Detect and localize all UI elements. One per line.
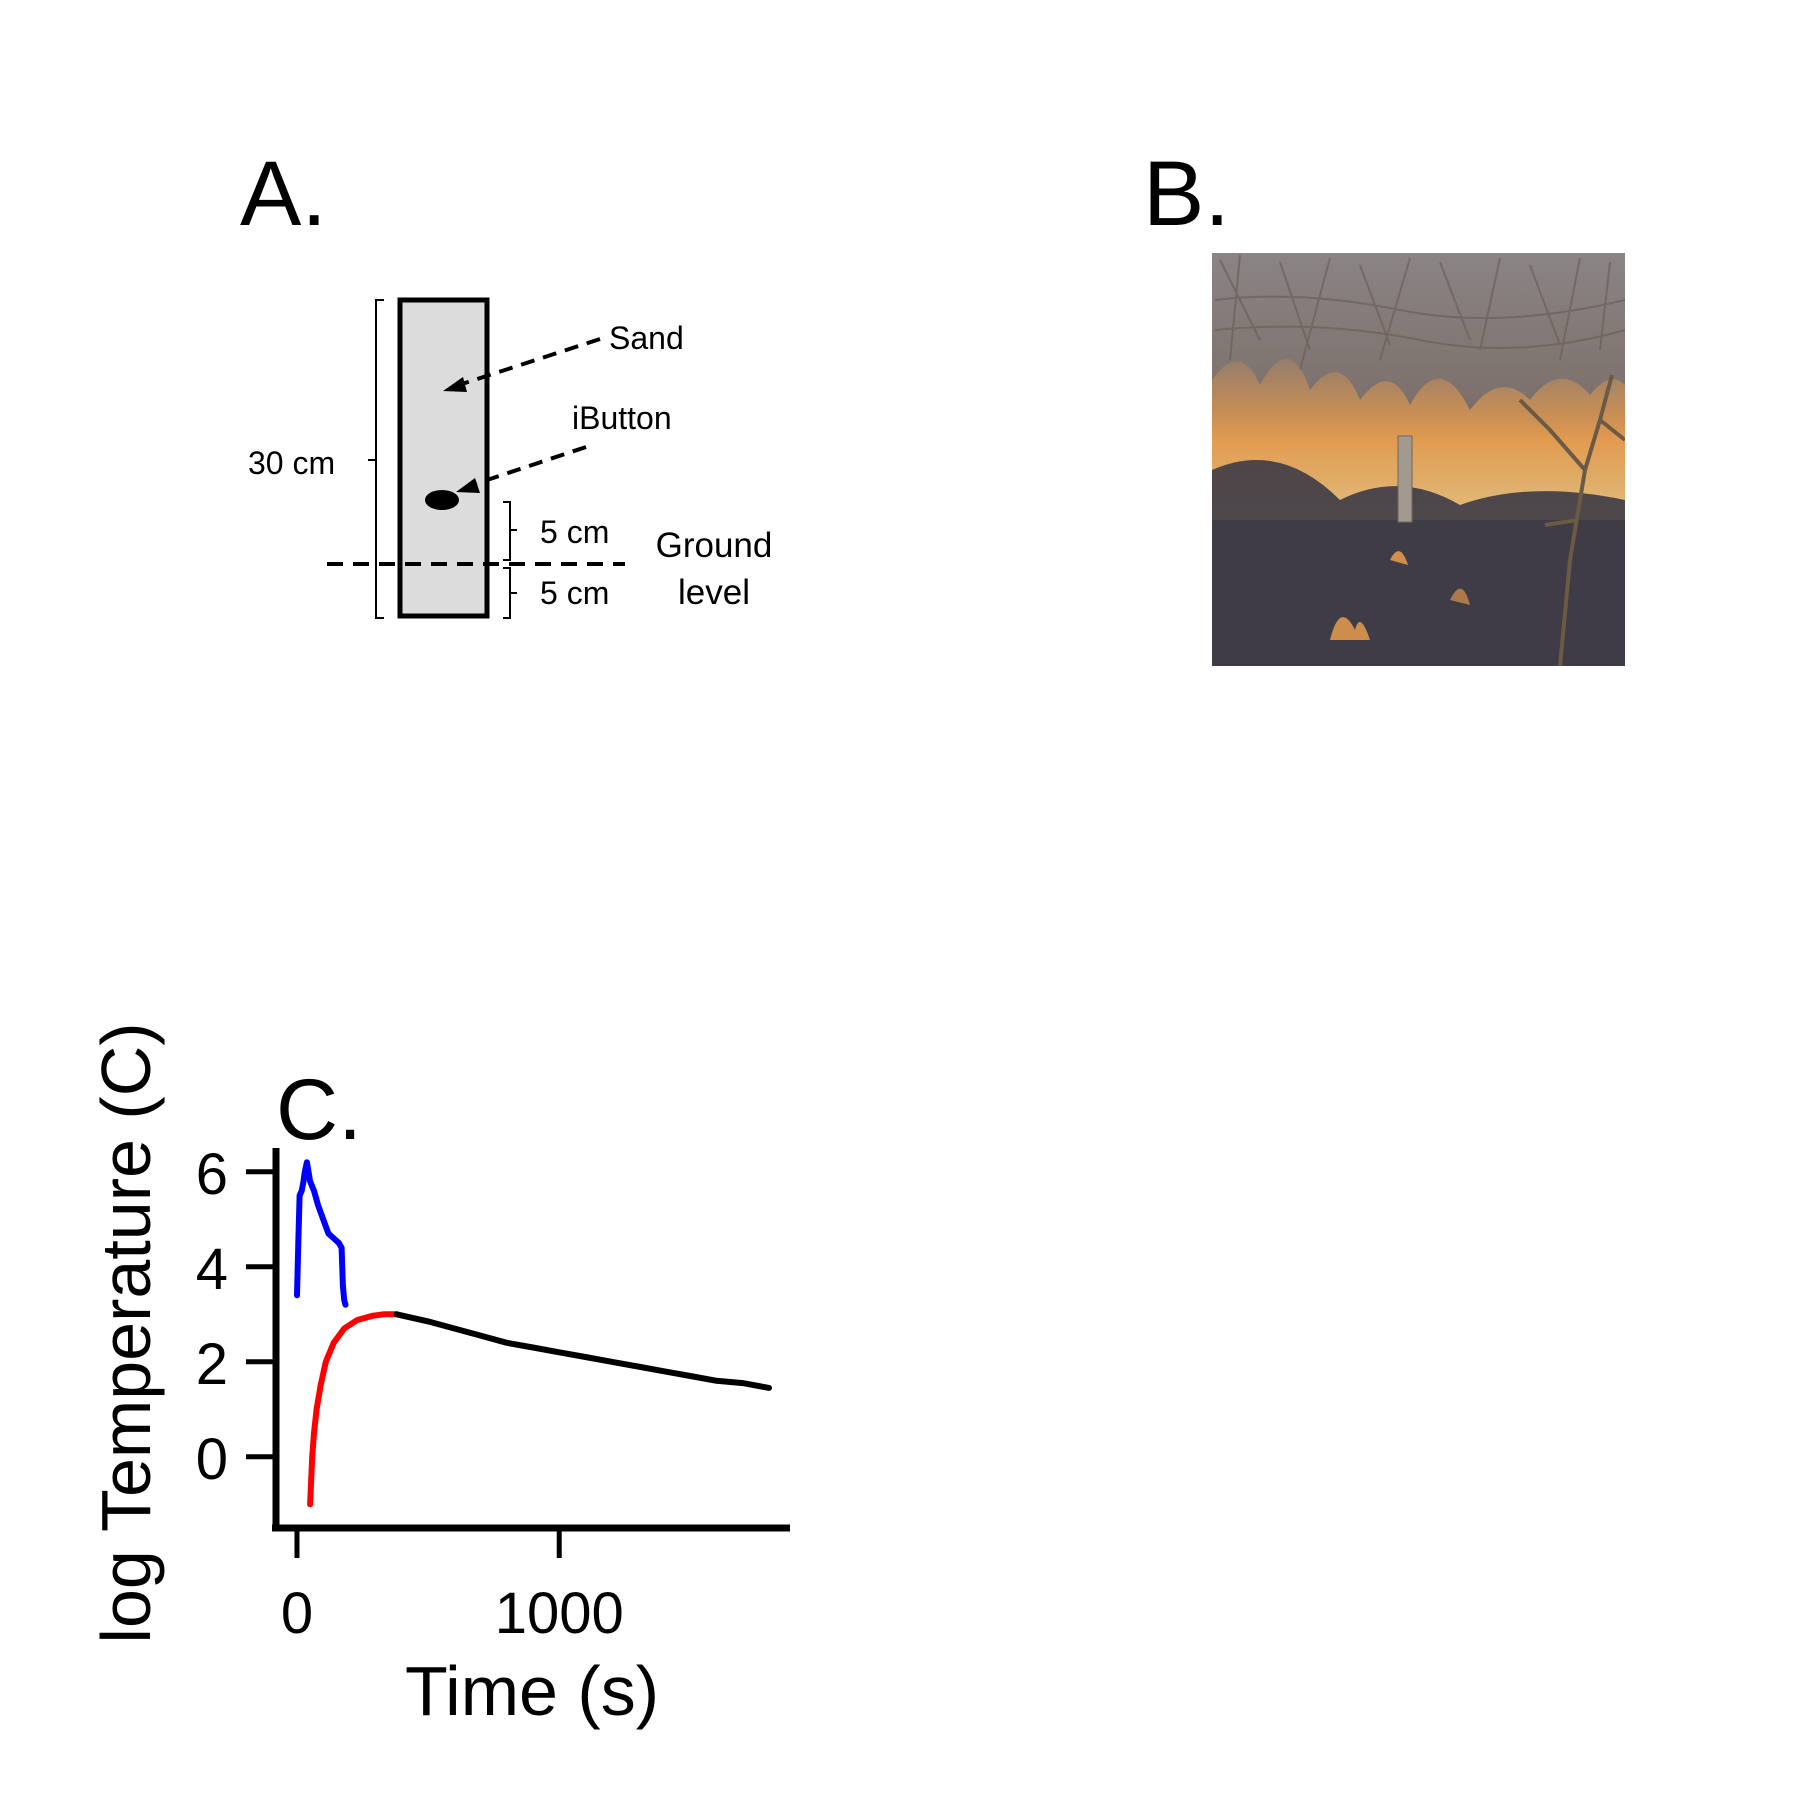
y-tick-label: 0 [196, 1427, 228, 1492]
chart-axes [272, 1148, 790, 1532]
y-tick-label: 4 [196, 1237, 228, 1302]
sand-arrowhead [443, 377, 467, 392]
y-axis-label: log Temperature (C) [87, 1022, 165, 1643]
ibutton-marker [425, 490, 459, 510]
sand-label: Sand [609, 320, 684, 356]
y-tick-label: 6 [196, 1142, 228, 1207]
panel-c-label: C. [276, 1062, 362, 1158]
y-tick-label: 2 [196, 1332, 228, 1397]
series-line-0 [294, 1159, 349, 1308]
series-line-1 [307, 1311, 400, 1508]
ground-label-line1: Ground [656, 526, 773, 565]
series-line-2 [393, 1311, 772, 1391]
ibutton-label: iButton [572, 400, 672, 436]
panel-b-label: B. [1143, 143, 1230, 245]
sapling [1518, 374, 1625, 666]
x-axis-label: Time (s) [405, 1652, 659, 1730]
chart-series [294, 1159, 772, 1508]
photo-tube [1397, 435, 1413, 523]
ibutton-arrowhead [456, 478, 480, 493]
below-ground-label: 5 cm [540, 575, 609, 611]
chart-ticks: 0 2 4 6 0 1000 [196, 1142, 624, 1646]
burnt-ground [1212, 460, 1625, 666]
sand-arrow [461, 337, 601, 386]
x-tick-label: 1000 [495, 1581, 624, 1646]
brush-texture [1214, 254, 1625, 371]
x-tick-label: 0 [281, 1581, 313, 1646]
above-ground-label: 5 cm [540, 514, 609, 550]
height-label: 30 cm [248, 445, 335, 481]
ground-label-line2: level [678, 573, 750, 612]
ibutton-arrow [474, 445, 587, 486]
panel-a-label: A. [240, 143, 327, 245]
